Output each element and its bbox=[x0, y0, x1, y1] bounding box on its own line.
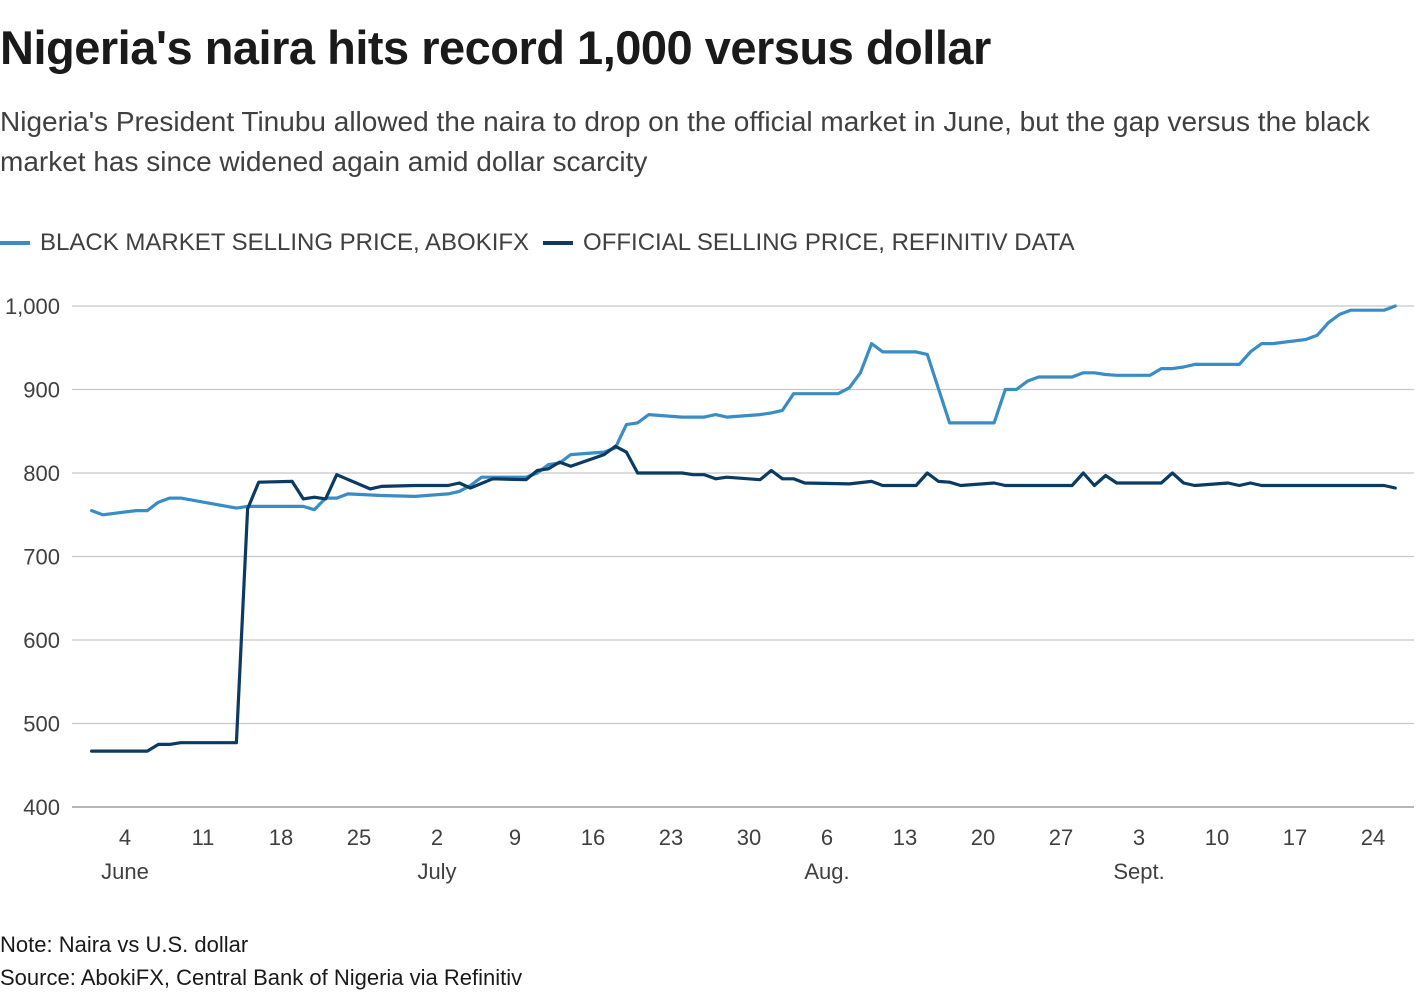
x-tick-label: 27 bbox=[1049, 825, 1073, 850]
x-tick-label: 23 bbox=[659, 825, 683, 850]
x-tick-label: 16 bbox=[581, 825, 605, 850]
legend-swatch-official bbox=[543, 241, 574, 245]
legend-item-black-market: BLACK MARKET SELLING PRICE, ABOKIFX bbox=[0, 229, 529, 257]
chart-subtitle: Nigeria's President Tinubu allowed the n… bbox=[0, 106, 1370, 177]
legend-swatch-black-market bbox=[0, 241, 30, 245]
chart-note: Note: Naira vs U.S. dollar bbox=[0, 932, 249, 957]
x-tick-label: 17 bbox=[1283, 825, 1307, 850]
x-month-label: Aug. bbox=[804, 859, 849, 884]
x-tick-label: 6 bbox=[821, 825, 833, 850]
chart-source: Source: AbokiFX, Central Bank of Nigeria… bbox=[0, 965, 523, 990]
x-tick-label: 25 bbox=[347, 825, 371, 850]
x-month-label: June bbox=[101, 859, 149, 884]
legend-item-official: OFFICIAL SELLING PRICE, REFINITIV DATA bbox=[543, 229, 1075, 257]
x-tick-label: 18 bbox=[269, 825, 293, 850]
chart-title: Nigeria's naira hits record 1,000 versus… bbox=[0, 21, 991, 74]
y-tick-label: 700 bbox=[23, 545, 60, 570]
y-tick-label: 500 bbox=[23, 712, 60, 737]
x-tick-label: 2 bbox=[431, 825, 443, 850]
x-tick-label: 3 bbox=[1133, 825, 1145, 850]
black-market-line bbox=[90, 304, 1397, 517]
legend-label-black-market: BLACK MARKET SELLING PRICE, ABOKIFX bbox=[40, 229, 530, 256]
y-tick-label: 900 bbox=[23, 378, 60, 403]
y-tick-label: 600 bbox=[23, 628, 60, 653]
x-tick-label: 10 bbox=[1205, 825, 1229, 850]
x-month-label: July bbox=[417, 859, 456, 884]
x-tick-label: 11 bbox=[192, 825, 215, 850]
x-tick-label: 9 bbox=[509, 825, 521, 850]
x-tick-label: 4 bbox=[119, 825, 131, 850]
y-tick-label: 800 bbox=[23, 461, 60, 486]
official-line bbox=[90, 444, 1397, 753]
legend: BLACK MARKET SELLING PRICE, ABOKIFX OFFI… bbox=[0, 228, 1089, 258]
x-tick-label: 20 bbox=[971, 825, 995, 850]
y-tick-label: 1,000 bbox=[5, 294, 60, 319]
x-tick-label: 13 bbox=[893, 825, 917, 850]
line-chart: 400 500 600 700 800 900 1,000 4 June 11 18 25 2 July 9… bbox=[5, 294, 1414, 884]
legend-label-official: OFFICIAL SELLING PRICE, REFINITIV DATA bbox=[583, 229, 1075, 256]
x-month-label: Sept. bbox=[1113, 859, 1164, 884]
x-tick-label: 30 bbox=[737, 825, 761, 850]
y-tick-label: 400 bbox=[23, 795, 60, 820]
x-tick-label: 24 bbox=[1361, 825, 1385, 850]
